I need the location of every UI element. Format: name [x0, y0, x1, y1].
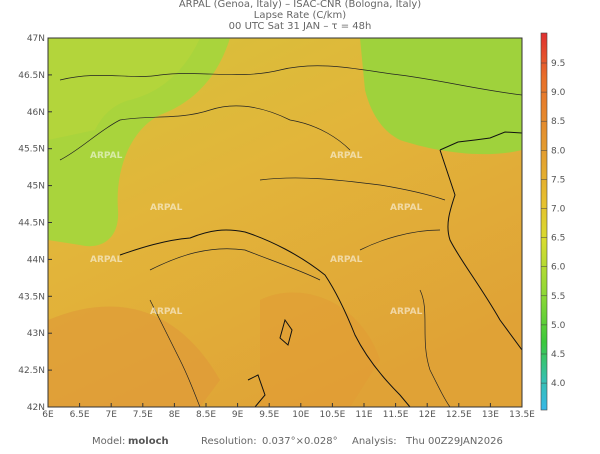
watermarks: ARPAL ARPAL ARPAL ARPAL ARPAL ARPAL ARPA…: [90, 151, 423, 317]
lat-label: 45N: [27, 182, 45, 192]
lat-label: 43N: [27, 329, 45, 339]
watermark: ARPAL: [390, 307, 423, 317]
lon-label: 6.5E: [70, 410, 90, 420]
colorbar-label: 4.5: [551, 350, 565, 360]
lon-label: 10.5E: [320, 410, 346, 420]
lon-label: 6E: [42, 410, 54, 420]
header-title: ARPAL (Genoa, Italy) – ISAC-CNR (Bologna…: [179, 0, 421, 10]
watermark: ARPAL: [330, 151, 363, 161]
map-field: ARPAL ARPAL ARPAL ARPAL ARPAL ARPAL ARPA…: [48, 38, 522, 407]
lat-label: 44N: [27, 255, 45, 265]
colorbar-label: 8.5: [551, 117, 565, 127]
lon-label: 7E: [105, 410, 117, 420]
watermark: ARPAL: [150, 203, 183, 213]
lon-label: 9.5E: [259, 410, 279, 420]
lat-label: 42N: [27, 403, 45, 413]
colorbar-label: 7.5: [551, 175, 565, 185]
header-time: 00 UTC Sat 31 JAN – τ = 48h: [229, 21, 372, 32]
footer-analysis: Thu 00Z29JAN2026: [405, 436, 503, 447]
lon-label: 12.5E: [446, 410, 472, 420]
lon-label: 10E: [292, 410, 309, 420]
lat-label: 47N: [27, 34, 45, 44]
lon-label: 8E: [169, 410, 181, 420]
colorbar-label: 4.0: [551, 379, 566, 389]
colorbar-label: 5.5: [551, 292, 565, 302]
watermark: ARPAL: [390, 203, 423, 213]
watermark: ARPAL: [330, 255, 363, 265]
lat-label: 46.5N: [18, 71, 45, 81]
lat-label: 43.5N: [18, 292, 45, 302]
lat-label: 46N: [27, 108, 45, 118]
colorbar-label: 6.5: [551, 234, 565, 244]
watermark: ARPAL: [90, 255, 123, 265]
lon-label: 7.5E: [133, 410, 153, 420]
lon-label: 11E: [355, 410, 372, 420]
colorbar-label: 6.0: [551, 263, 566, 273]
lon-label: 11.5E: [383, 410, 409, 420]
watermark: ARPAL: [90, 151, 123, 161]
colorbar-label: 9.0: [551, 88, 566, 98]
colorbar-label: 9.5: [551, 59, 565, 69]
lat-label: 44.5N: [18, 219, 45, 229]
lat-label: 42.5N: [18, 366, 45, 376]
lon-label: 12E: [419, 410, 436, 420]
lon-label: 9E: [232, 410, 244, 420]
footer-analysis-label: Analysis:: [352, 436, 397, 447]
lat-label: 45.5N: [18, 145, 45, 155]
footer-model: moloch: [128, 436, 169, 447]
lon-label: 13.5E: [509, 410, 535, 420]
colorbar-label: 7.0: [551, 205, 566, 215]
header-variable: Lapse Rate (C/km): [254, 10, 346, 21]
colorbar-label: 5.0: [551, 321, 566, 331]
colorbar-label: 8.0: [551, 146, 566, 156]
lon-label: 8.5E: [196, 410, 216, 420]
footer-resolution-label: Resolution:: [201, 436, 257, 447]
footer-resolution: 0.037°×0.028°: [262, 436, 338, 447]
watermark: ARPAL: [150, 307, 183, 317]
footer-model-label: Model:: [92, 436, 125, 447]
lon-label: 13E: [482, 410, 499, 420]
colorbar: [540, 32, 548, 411]
